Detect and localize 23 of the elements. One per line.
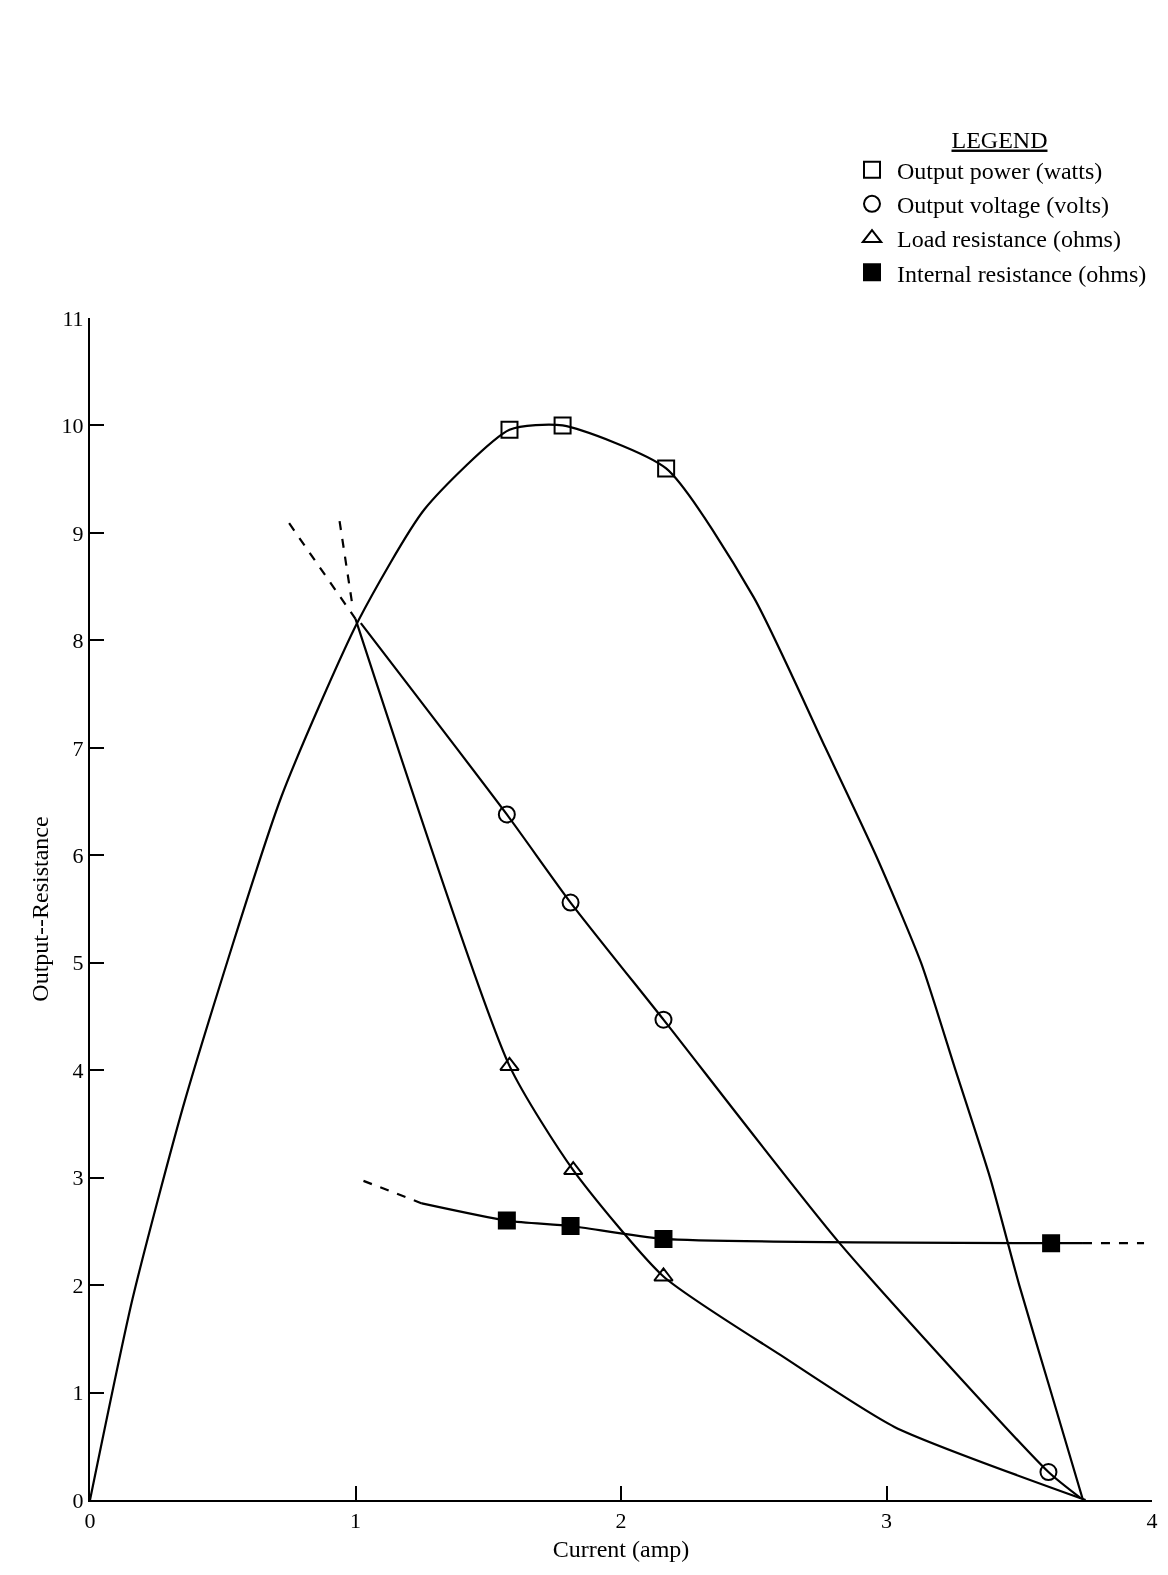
y-tick-label: 4 [72, 1057, 84, 1083]
x-tick-label: 4 [1146, 1508, 1158, 1534]
x-tick-label: 1 [350, 1508, 361, 1534]
y-tick-label: 2 [72, 1272, 84, 1298]
legend-label: Internal resistance (ohms) [897, 260, 1147, 287]
legend-title: LEGEND [951, 126, 1048, 153]
x-tick-label: 2 [615, 1508, 627, 1534]
legend-label: Load resistance (ohms) [897, 226, 1121, 253]
y-tick-label: 11 [62, 305, 84, 331]
y-tick-label: 3 [72, 1165, 84, 1191]
y-tick-label: 8 [72, 628, 84, 654]
legend-label: Output power (watts) [897, 158, 1103, 185]
y-tick-label: 1 [72, 1380, 84, 1406]
y-tick-label: 10 [61, 413, 84, 439]
y-tick-label: 6 [72, 842, 84, 868]
x-tick-label: 3 [881, 1508, 892, 1534]
legend-label: Output voltage (volts) [897, 192, 1109, 219]
y-tick-label: 0 [72, 1487, 84, 1513]
y-axis-title: Output--Resistance [27, 816, 54, 1002]
y-tick-label: 7 [72, 735, 84, 761]
y-tick-label: 5 [72, 950, 84, 976]
y-tick-label: 9 [72, 520, 84, 546]
x-axis-title: Current (amp) [552, 1536, 690, 1563]
